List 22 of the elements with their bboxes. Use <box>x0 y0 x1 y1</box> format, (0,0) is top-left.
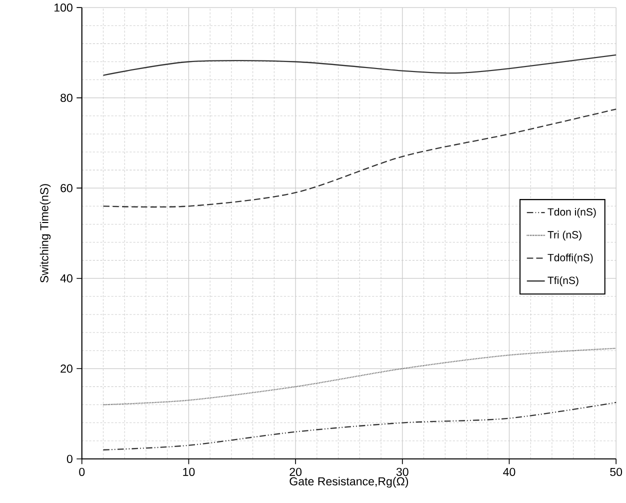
legend-label: Tfi(nS) <box>548 276 578 286</box>
line-series <box>102 108 617 208</box>
y-tick-label: 60 <box>60 184 72 192</box>
y-tick-label: 20 <box>60 364 72 373</box>
y-tick-label: 40 <box>60 274 72 282</box>
x-tick-label: 30 <box>396 468 408 476</box>
legend-label: Tri (nS) <box>548 230 582 241</box>
y-tick-label: 100 <box>54 4 72 12</box>
x-tick-label: 50 <box>610 468 622 476</box>
y-axis-title: Switching Time(nS) <box>40 184 51 283</box>
y-tick-label: 80 <box>60 94 72 102</box>
line-series <box>102 402 617 450</box>
x-tick-label: 10 <box>183 468 195 476</box>
line-series <box>102 348 617 406</box>
x-tick-label: 0 <box>79 468 85 476</box>
legend-label: Tdon i(nS) <box>548 208 596 218</box>
x-tick-label: 20 <box>290 468 302 476</box>
line-series <box>102 54 617 76</box>
x-tick-label: 40 <box>503 468 516 476</box>
x-axis-title: Gate Resistance,Rg(Ω) <box>290 476 408 488</box>
legend-label: Tdoffi(nS) <box>548 254 593 264</box>
y-tick-label: 0 <box>66 454 72 463</box>
